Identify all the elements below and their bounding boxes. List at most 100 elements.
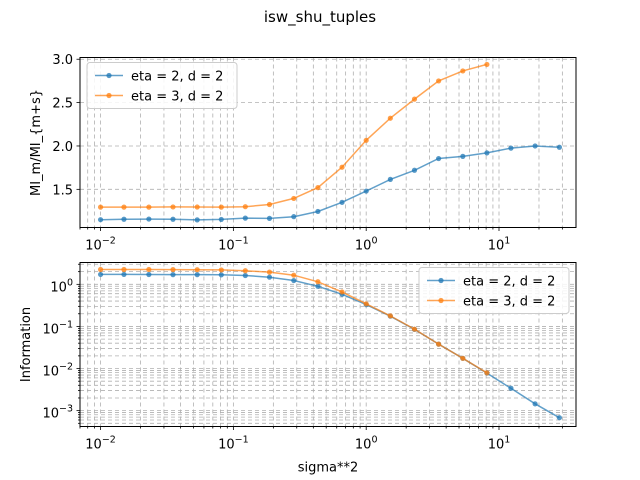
legend-swatch-marker xyxy=(106,92,112,99)
data-point xyxy=(484,370,490,376)
data-point xyxy=(291,214,297,220)
y-tick-label: 2.0 xyxy=(52,140,73,155)
figure-title: isw_shu_tuples xyxy=(264,8,376,27)
data-point xyxy=(363,137,369,143)
data-point xyxy=(363,301,369,307)
y-tick-label-base: 10 xyxy=(50,280,67,295)
y-tick-label: 10−2 xyxy=(42,362,73,380)
data-point xyxy=(387,115,393,121)
legend: eta = 2, d = 2 eta = 3, d = 2 xyxy=(418,267,570,314)
data-point xyxy=(508,385,514,391)
y-tick-label-base: 10 xyxy=(42,407,59,422)
x-tick-label-exponent: −2 xyxy=(102,236,116,247)
data-point xyxy=(97,204,104,210)
plot-frame xyxy=(79,262,577,427)
y-tick-label: 1.5 xyxy=(52,183,73,198)
data-point xyxy=(170,216,176,222)
legend-frame xyxy=(418,267,570,314)
x-tick-label-base: 10 xyxy=(355,438,372,453)
data-point xyxy=(556,415,563,421)
y-tick-label-exponent: −2 xyxy=(59,362,73,373)
data-point xyxy=(411,326,418,332)
data-point xyxy=(460,153,466,159)
data-point xyxy=(436,78,442,84)
data-point xyxy=(532,143,538,149)
data-point xyxy=(170,204,176,210)
x-tick-label-base: 10 xyxy=(218,438,235,453)
series-1 xyxy=(97,266,490,376)
data-point xyxy=(315,208,321,215)
data-point xyxy=(532,401,538,407)
data-point xyxy=(266,201,273,208)
data-point xyxy=(266,274,273,280)
data-point xyxy=(194,267,200,273)
data-point xyxy=(121,216,127,222)
data-point xyxy=(339,199,345,205)
data-point xyxy=(218,267,224,273)
data-point xyxy=(387,313,393,319)
data-point xyxy=(315,185,321,191)
top-panel: 10−2 10−1 100 1011.52.02.53.0MI_m/MI_{m+s}e… xyxy=(29,53,577,254)
y-tick-label-base: 10 xyxy=(42,365,59,380)
data-point xyxy=(218,272,224,278)
data-point xyxy=(97,217,104,223)
data-point xyxy=(484,61,490,68)
data-point xyxy=(242,268,248,274)
data-point xyxy=(97,266,104,273)
x-tick-label: 100 xyxy=(355,435,378,453)
x-tick-label: 101 xyxy=(488,435,511,453)
data-point xyxy=(291,277,297,284)
y-tick-label: 100 xyxy=(50,277,73,295)
data-point xyxy=(121,204,127,210)
data-point xyxy=(242,204,248,210)
x-axis-label: sigma**2 xyxy=(298,461,359,476)
data-point xyxy=(266,269,273,275)
data-point xyxy=(436,155,442,162)
x-tick-label-exponent: 1 xyxy=(504,236,510,247)
x-tick-label-exponent: −1 xyxy=(235,236,249,247)
x-tick-label-exponent: −1 xyxy=(235,435,249,446)
y-axis-label: Information xyxy=(19,307,34,382)
x-tick-label-base: 10 xyxy=(488,239,505,254)
data-point xyxy=(194,217,200,223)
plot-frame xyxy=(79,57,577,228)
data-point xyxy=(460,355,466,361)
data-point xyxy=(194,272,200,278)
data-point xyxy=(242,215,248,221)
y-tick-label-exponent: 0 xyxy=(67,277,73,288)
data-point xyxy=(508,145,514,151)
series-0 xyxy=(97,143,563,223)
data-point xyxy=(411,167,418,173)
data-point xyxy=(121,266,127,273)
x-tick-label-exponent: 0 xyxy=(371,435,377,446)
x-tick-label-exponent: 0 xyxy=(371,236,377,247)
legend-swatch-marker xyxy=(438,297,444,304)
y-tick-label-exponent: −1 xyxy=(59,319,73,330)
data-point xyxy=(146,216,152,222)
legend-label: eta = 2, d = 2 xyxy=(463,275,555,290)
legend-label: eta = 3, d = 2 xyxy=(131,90,223,105)
data-point xyxy=(315,279,321,285)
data-point xyxy=(146,271,152,278)
data-point xyxy=(315,283,321,289)
series-line xyxy=(100,145,560,221)
x-tick-label-base: 10 xyxy=(488,438,505,453)
x-tick-label: 101 xyxy=(488,236,511,254)
legend: eta = 2, d = 2 eta = 3, d = 2 xyxy=(86,62,238,109)
x-tick-label-base: 10 xyxy=(85,438,102,453)
data-point xyxy=(484,150,490,156)
data-point xyxy=(170,272,176,278)
y-tick-label: 10−3 xyxy=(42,404,73,422)
legend-label: eta = 2, d = 2 xyxy=(131,70,223,85)
x-tick-label-exponent: 1 xyxy=(504,435,510,446)
y-tick-label: 3.0 xyxy=(52,53,73,68)
data-point xyxy=(146,266,152,273)
x-tick-label-base: 10 xyxy=(355,239,372,254)
y-tick-label: 10−1 xyxy=(42,319,73,337)
data-point xyxy=(97,271,104,278)
x-tick-label-base: 10 xyxy=(85,239,102,254)
legend-label: eta = 3, d = 2 xyxy=(463,295,555,310)
x-tick-label: 10−2 xyxy=(85,435,116,453)
y-axis-label: MI_m/MI_{m+s} xyxy=(29,89,44,196)
